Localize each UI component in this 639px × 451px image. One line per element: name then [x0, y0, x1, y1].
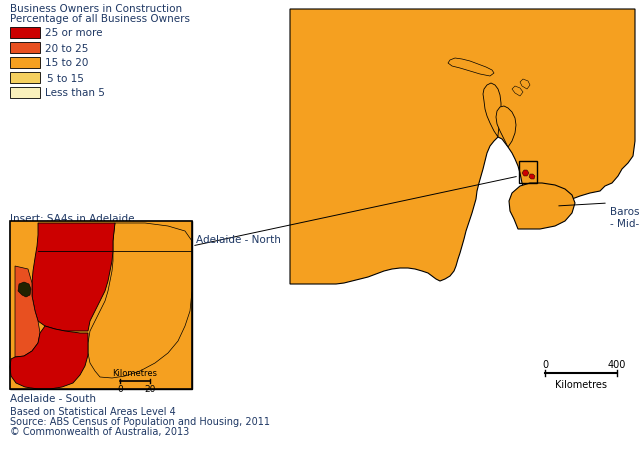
- Bar: [10, 221, 192, 389]
- Text: Source: ABS Census of Population and Housing, 2011: Source: ABS Census of Population and Hou…: [10, 416, 270, 426]
- Text: 20 to 25: 20 to 25: [45, 43, 88, 53]
- Polygon shape: [509, 184, 575, 230]
- Polygon shape: [448, 59, 494, 77]
- Bar: [10, 88, 40, 99]
- Text: Insert: SA4s in Adelaide: Insert: SA4s in Adelaide: [10, 213, 134, 224]
- Polygon shape: [522, 170, 529, 177]
- Polygon shape: [512, 87, 523, 97]
- Bar: [10, 221, 192, 389]
- Polygon shape: [10, 326, 88, 389]
- Text: Adelaide - South: Adelaide - South: [10, 393, 96, 403]
- Bar: [10, 28, 40, 39]
- Polygon shape: [496, 107, 516, 147]
- Text: Based on Statistical Areas Level 4: Based on Statistical Areas Level 4: [10, 406, 176, 416]
- Bar: [10, 73, 40, 84]
- Text: 0: 0: [542, 359, 548, 369]
- Polygon shape: [18, 282, 31, 297]
- Text: Barossa - Yorke
- Mid-North: Barossa - Yorke - Mid-North: [610, 207, 639, 228]
- Bar: [519, 161, 537, 184]
- Polygon shape: [290, 10, 635, 285]
- Text: 20: 20: [144, 384, 156, 393]
- Text: 400: 400: [608, 359, 626, 369]
- Bar: [10, 58, 40, 69]
- Polygon shape: [32, 224, 115, 331]
- Polygon shape: [520, 80, 530, 90]
- Polygon shape: [88, 224, 192, 378]
- Bar: [10, 221, 192, 389]
- Text: © Commonwealth of Australia, 2013: © Commonwealth of Australia, 2013: [10, 426, 189, 436]
- Bar: [10, 43, 40, 54]
- Text: Kilometres: Kilometres: [112, 368, 157, 377]
- Text: Business Owners in Construction: Business Owners in Construction: [10, 4, 182, 14]
- Text: Kilometres: Kilometres: [555, 379, 607, 389]
- Text: Adelaide - North: Adelaide - North: [196, 235, 281, 244]
- Text: Less than 5: Less than 5: [45, 88, 105, 98]
- Polygon shape: [483, 84, 501, 138]
- Text: Percentage of all Business Owners: Percentage of all Business Owners: [10, 14, 190, 24]
- Polygon shape: [529, 175, 535, 179]
- Text: 25 or more: 25 or more: [45, 28, 102, 38]
- Text: 15 to 20: 15 to 20: [45, 58, 88, 69]
- Polygon shape: [15, 267, 40, 357]
- Text: 0: 0: [117, 384, 123, 393]
- Text: 5 to 15: 5 to 15: [47, 74, 84, 83]
